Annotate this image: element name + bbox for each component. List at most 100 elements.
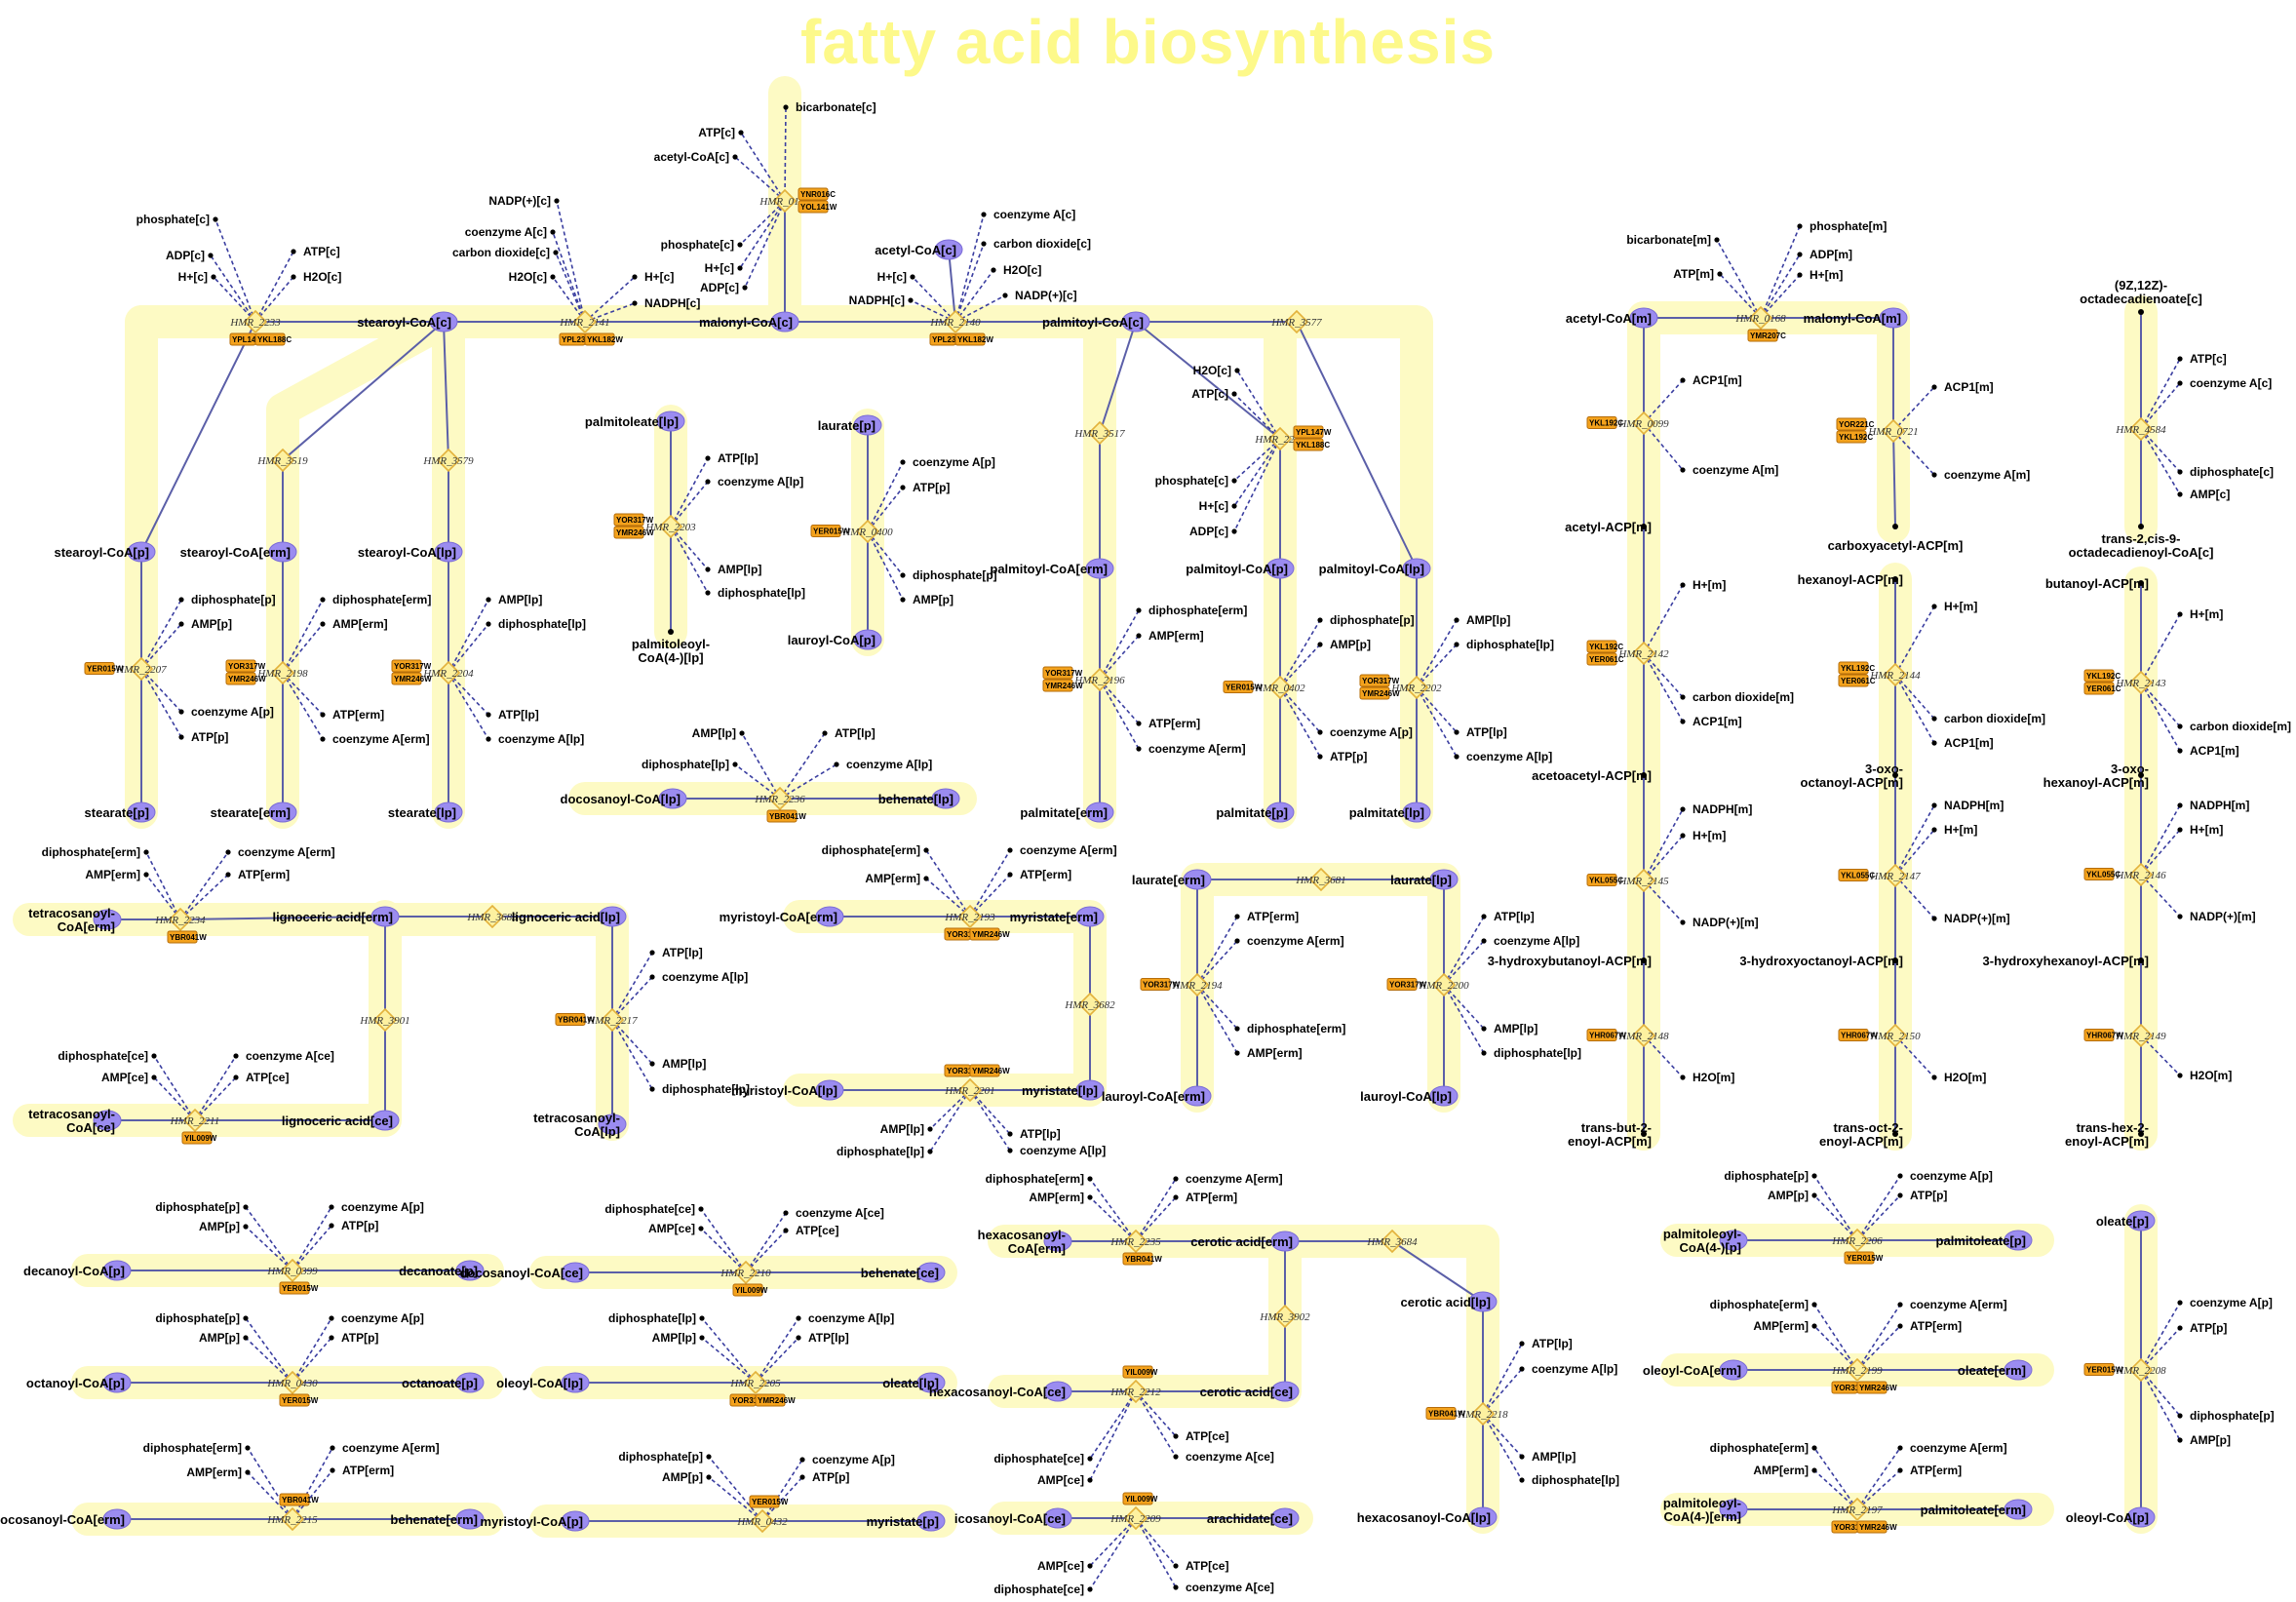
reaction-diamond[interactable]	[168, 907, 193, 932]
metabolite-ellipse[interactable]	[598, 1114, 627, 1135]
metabolite-laurate-lp[interactable]: laurate[lp]	[1390, 869, 1459, 890]
gene-box[interactable]	[2083, 1029, 2115, 1041]
metabolite-dot[interactable]	[1892, 957, 1898, 963]
reaction-diamond[interactable]	[1631, 641, 1656, 666]
metabolite-stearoylcoa-lp[interactable]: stearoyl-CoA[lp]	[358, 541, 463, 563]
gene-box[interactable]	[969, 1064, 1000, 1077]
metabolite-ellipse[interactable]	[1075, 906, 1105, 927]
gene-box[interactable]	[1586, 416, 1617, 429]
reaction-diamond[interactable]	[1883, 662, 1908, 687]
metabolite-dot[interactable]	[2138, 580, 2144, 586]
metabolite-lignoceric-ce[interactable]: lignoceric acid[ce]	[282, 1110, 400, 1131]
metabolite-acetylcoa-c[interactable]: acetyl-CoA[c]	[875, 239, 963, 260]
reaction-diamond[interactable]	[480, 904, 505, 929]
metabolite-ellipse[interactable]	[455, 1372, 485, 1393]
metabolite-octanoate-p[interactable]: octanoate[p]	[402, 1372, 485, 1393]
reaction-diamond[interactable]	[129, 656, 154, 682]
reaction-diamond[interactable]	[1087, 420, 1112, 446]
reaction-diamond[interactable]	[750, 1508, 775, 1534]
metabolite-ellipse[interactable]	[1429, 869, 1459, 890]
reaction-hmr-2215[interactable]: HMR_2215 YBR041W	[266, 1493, 319, 1532]
metabolite-behenate-ce[interactable]: behenate[ce]	[861, 1262, 946, 1283]
reaction-hmr-2236[interactable]: HMR_2236 YBR041W	[754, 786, 806, 823]
metabolite-ellipse[interactable]	[916, 1262, 946, 1283]
metabolite-dot[interactable]	[1641, 1131, 1647, 1137]
reaction-hmr-3579[interactable]: HMR_3579	[422, 448, 474, 473]
metabolite-ellipse[interactable]	[1085, 801, 1114, 823]
metabolite-stearate-lp[interactable]: stearate[lp]	[388, 801, 463, 823]
gene-box[interactable]	[613, 513, 644, 527]
gene-box[interactable]	[225, 659, 256, 673]
metabolite-dot[interactable]	[2138, 524, 2144, 529]
metabolite-icosanoylcoa-ce[interactable]: icosanoyl-CoA[ce]	[954, 1507, 1072, 1529]
metabolite-acetoacetylacp-m[interactable]: acetoacetyl-ACP[m]	[1532, 768, 1652, 783]
gene-box[interactable]	[613, 526, 644, 539]
metabolite-oleate-lp[interactable]: oleate[lp]	[882, 1372, 946, 1393]
metabolite-ellipse[interactable]	[434, 541, 463, 563]
metabolite-oleoylcoa-p[interactable]: oleoyl-CoA[p]	[2066, 1506, 2156, 1528]
metabolite-myristoylcoa-p[interactable]: myristoyl-CoA[p]	[481, 1510, 590, 1532]
metabolite-ellipse[interactable]	[455, 1508, 485, 1530]
metabolite-hydroxyhexanoylacp-m[interactable]: 3-hydroxyhexanoyl-ACP[m]	[1983, 954, 2149, 968]
metabolite-docosanoylcoa-ce[interactable]: docosanoyl-CoA[ce]	[460, 1262, 590, 1283]
metabolite-dot[interactable]	[2138, 957, 2144, 963]
reaction-diamond[interactable]	[2128, 1357, 2154, 1383]
metabolite-myristate-lp[interactable]: myristate[lp]	[1022, 1079, 1105, 1101]
metabolite-palmitoleate-erm[interactable]: palmitoleate[erm]	[1921, 1499, 2033, 1520]
gene-box[interactable]	[1838, 674, 1869, 687]
reaction-diamond[interactable]	[1077, 992, 1103, 1017]
gene-box[interactable]	[279, 1393, 310, 1407]
gene-box[interactable]	[391, 659, 422, 673]
metabolite-ellipse[interactable]	[93, 909, 122, 930]
metabolite-ellipse[interactable]	[1270, 1381, 1300, 1402]
reaction-hmr-0432[interactable]: HMR_0432 YER015W	[736, 1495, 789, 1534]
reaction-hmr-0430[interactable]: HMR_0430 YER015W	[266, 1370, 319, 1407]
metabolite-oleate-p[interactable]: oleate[p]	[2096, 1210, 2156, 1231]
metabolite-oleoylcoa-erm[interactable]: oleoyl-CoA[erm]	[1643, 1359, 1748, 1381]
gene-box[interactable]	[1122, 1252, 1153, 1266]
metabolite-ellipse[interactable]	[1429, 1085, 1459, 1107]
metabolite-hydroxybutanoylacp-m[interactable]: 3-hydroxybutanoyl-ACP[m]	[1488, 954, 1652, 968]
gene-box[interactable]	[2083, 868, 2115, 880]
metabolite-dot[interactable]	[2138, 1131, 2144, 1137]
metabolite-cerotic-ce[interactable]: cerotic acid[ce]	[1200, 1381, 1300, 1402]
metabolite-palmitate-erm[interactable]: palmitate[erm]	[1020, 801, 1114, 823]
metabolite-palmitate-lp[interactable]: palmitate[lp]	[1349, 801, 1431, 823]
metabolite-ellipse[interactable]	[429, 311, 458, 332]
metabolite-tetracosanoylcoa-erm[interactable]: tetracosanoyl-CoA[erm]	[28, 906, 122, 934]
metabolite-ellipse[interactable]	[1043, 1507, 1072, 1529]
reaction-hmr-0168[interactable]: HMR_0168 YMR207C	[1734, 305, 1786, 342]
reaction-diamond[interactable]	[1845, 1497, 1870, 1522]
gene-box[interactable]	[810, 525, 841, 537]
metabolite-octanoylcoa-p[interactable]: octanoyl-CoA[p]	[26, 1372, 132, 1393]
metabolite-ellipse[interactable]	[598, 906, 627, 927]
gene-box[interactable]	[1586, 652, 1617, 666]
metabolite-ellipse[interactable]	[1270, 1507, 1300, 1529]
metabolite-lauroylcoa-p[interactable]: lauroyl-CoA[p]	[788, 629, 882, 650]
reaction-diamond[interactable]	[243, 309, 268, 334]
metabolite-decanoylcoa-p[interactable]: decanoyl-CoA[p]	[23, 1260, 132, 1281]
reaction-diamond[interactable]	[1845, 1228, 1870, 1253]
gene-box[interactable]	[2083, 1363, 2115, 1376]
reaction-diamond[interactable]	[1883, 863, 1908, 888]
metabolite-stearoylcoa-p[interactable]: stearoyl-CoA[p]	[54, 541, 156, 563]
metabolite-ellipse[interactable]	[916, 1510, 946, 1532]
metabolite-ellipse[interactable]	[2126, 1506, 2156, 1528]
metabolite-dot[interactable]	[1641, 957, 1647, 963]
gene-box[interactable]	[749, 1495, 780, 1508]
gene-box[interactable]	[798, 200, 829, 214]
reaction-diamond[interactable]	[572, 309, 598, 334]
reaction-diamond[interactable]	[658, 514, 683, 539]
